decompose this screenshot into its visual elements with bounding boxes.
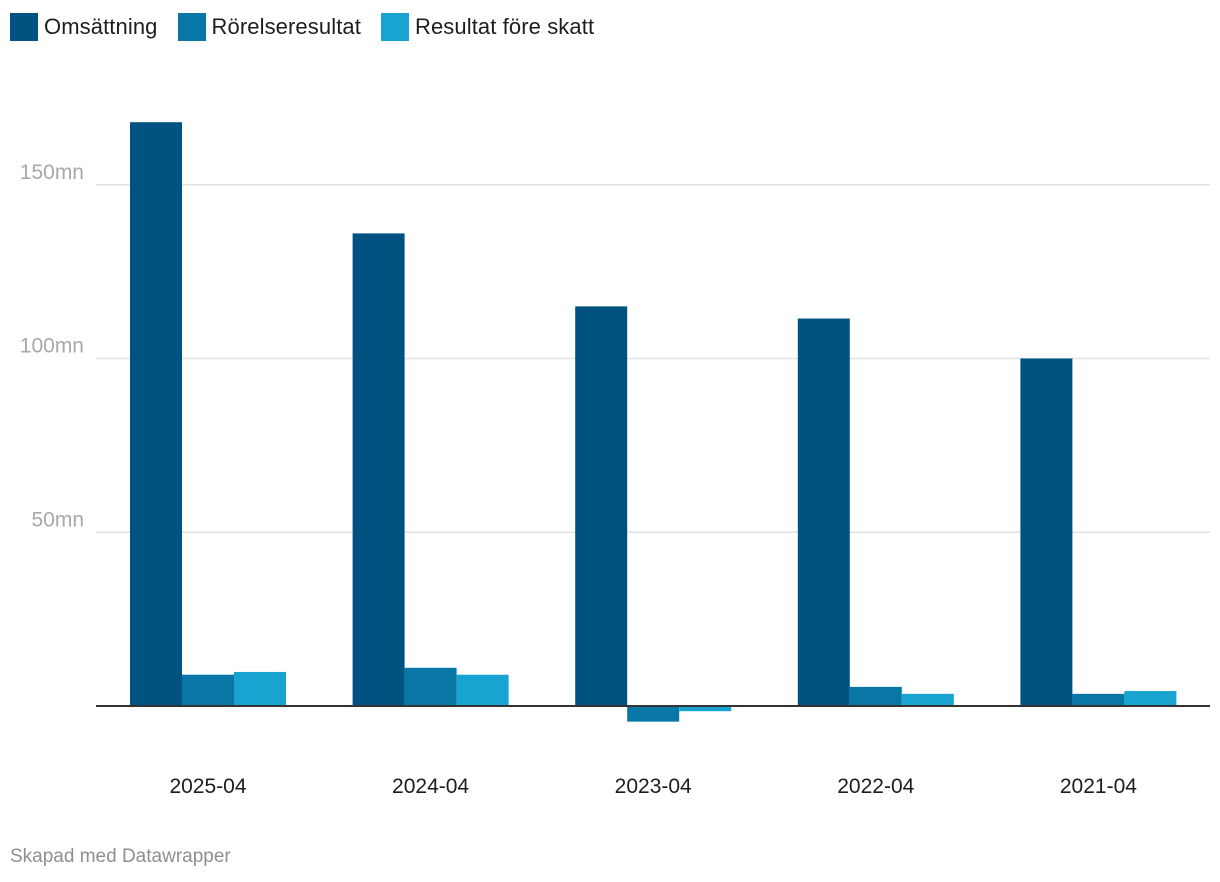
y-tick-label: 50mn xyxy=(31,508,84,531)
y-tick-label: 150mn xyxy=(20,161,84,184)
bar xyxy=(456,674,509,706)
legend-item: Omsättning xyxy=(10,13,158,41)
legend-swatch xyxy=(177,13,206,41)
bar xyxy=(849,686,902,706)
footer-credit: Skapad med Datawrapper xyxy=(10,846,231,867)
bar xyxy=(1020,358,1073,706)
bar xyxy=(901,693,954,706)
x-tick-label: 2021-04 xyxy=(1060,775,1137,798)
bar xyxy=(575,306,628,706)
legend: Omsättning Rörelseresultat Resultat före s… xyxy=(10,13,614,41)
legend-swatch xyxy=(10,13,38,41)
bar xyxy=(1124,691,1177,706)
bar xyxy=(130,122,182,706)
legend-label: Omsättning xyxy=(44,14,158,39)
bar xyxy=(1072,693,1125,706)
bar xyxy=(797,318,850,706)
legend-label: Resultat före skatt xyxy=(414,14,595,39)
legend-label: Rörelseresultat xyxy=(211,14,361,39)
bar xyxy=(404,667,457,706)
bar xyxy=(234,671,286,706)
bar xyxy=(182,674,234,706)
bar xyxy=(627,706,680,722)
bar xyxy=(679,706,732,712)
y-tick-label: 100mn xyxy=(20,335,84,358)
x-tick-label: 2023-04 xyxy=(615,775,692,798)
legend-swatch xyxy=(380,13,409,41)
legend-item: Rörelseresultat xyxy=(177,13,361,41)
bar xyxy=(352,233,405,706)
x-tick-label: 2022-04 xyxy=(837,775,914,798)
x-tick-label: 2024-04 xyxy=(392,775,469,798)
legend-item: Resultat före skatt xyxy=(380,13,595,41)
x-tick-label: 2025-04 xyxy=(169,775,246,798)
